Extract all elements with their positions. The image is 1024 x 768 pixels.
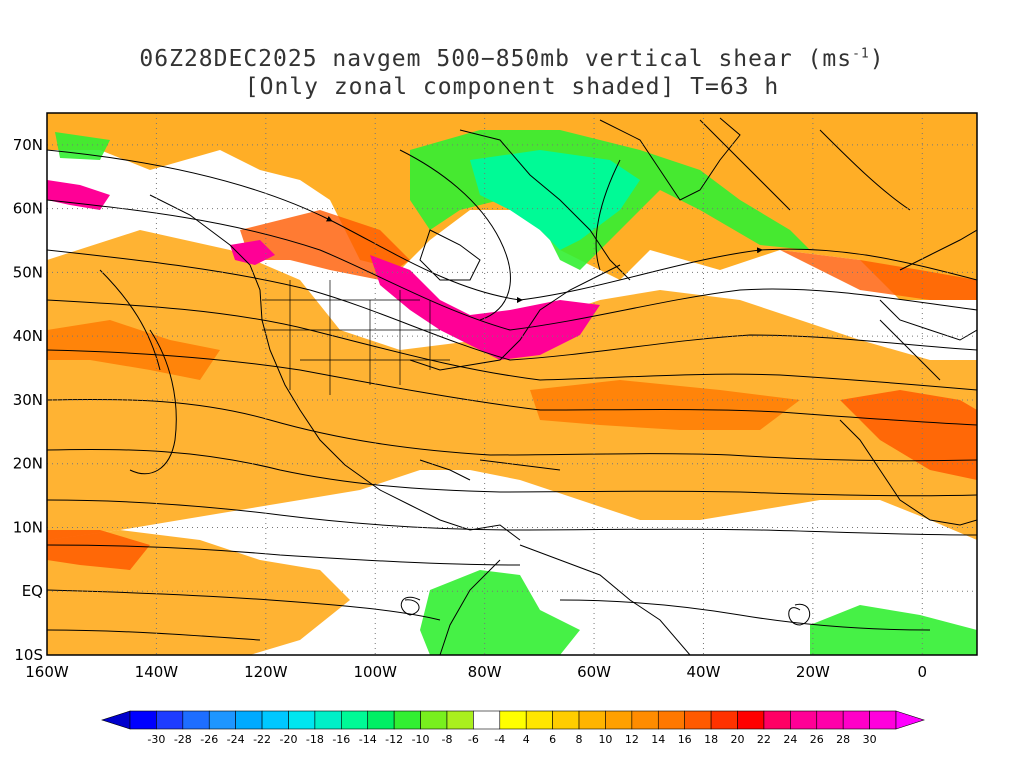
colorbar-swatch [869,710,897,730]
lat-label: 50N [13,263,43,281]
streamlines [47,119,977,641]
colorbar-over-arrow [895,710,925,730]
colorbar-label: -10 [412,733,430,746]
colorbar-label: 10 [598,733,612,746]
colorbar-swatch [605,710,633,730]
colorbar-label: -30 [147,733,165,746]
colorbar-under-arrow [101,710,131,730]
colorbar-label: -14 [359,733,377,746]
colorbar-swatch [341,710,369,730]
colorbar-swatch [684,710,712,730]
lat-label: 10N [13,518,43,536]
lat-label: 20N [13,455,43,473]
colorbar-swatch [473,710,501,730]
colorbar-swatch [182,710,210,730]
colorbar-label: -28 [174,733,192,746]
colorbar-swatch [710,710,738,730]
colorbar-label: -16 [332,733,350,746]
latitude-labels: 70N 60N 50N 40N 30N 20N 10N EQ 10S [13,136,43,664]
lat-label: 40N [13,327,43,345]
colorbar-label: -18 [306,733,324,746]
colorbar-swatch [208,710,236,730]
colorbar-label: -24 [227,733,245,746]
chart-title-line1: 06Z28DEC2025 navgem 500−850mb vertical s… [139,46,885,72]
lon-label: 160W [25,663,69,681]
colorbar-swatch [631,710,659,730]
lon-label: 20W [796,663,830,681]
colorbar-label: 4 [523,733,530,746]
colorbar-label: 30 [863,733,877,746]
colorbar-label: -12 [385,733,403,746]
colorbar-swatch [552,710,580,730]
colorbar-label: 6 [549,733,556,746]
colorbar-label: 18 [704,733,718,746]
colorbar-label: 28 [836,733,850,746]
colorbar-swatch [288,710,316,730]
lon-label: 100W [354,663,398,681]
lat-label: 60N [13,200,43,218]
colorbar: -30 -28 -26 -24 -22 -20 -18 -16 -14 -12 -10 -8 -6 -4 4… [101,710,925,746]
colorbar-swatch [499,710,527,730]
lon-label: 140W [135,663,179,681]
colorbar-swatch [314,710,342,730]
lat-label: 70N [13,136,43,154]
colorbar-label: 8 [576,733,583,746]
lon-label: 60W [577,663,611,681]
lat-label: 10S [14,646,43,664]
lon-label: 40W [687,663,721,681]
gridlines [47,113,977,655]
lat-label: EQ [22,582,43,600]
chart-title-line2: [Only zonal component shaded] T=63 h [244,74,780,100]
colorbar-label: -26 [200,733,218,746]
colorbar-swatch [763,710,791,730]
map-frame [46,112,978,656]
lon-label: 0 [918,663,928,681]
colorbar-label: 20 [731,733,745,746]
colorbar-swatch [261,710,289,730]
lon-label: 120W [244,663,288,681]
colorbar-label: 14 [651,733,665,746]
colorbar-swatch [525,710,553,730]
colorbar-swatch [393,710,421,730]
colorbar-swatch [842,710,870,730]
longitude-labels: 160W 140W 120W 100W 80W 60W 40W 20W 0 [25,663,927,681]
colorbar-swatch [816,710,844,730]
lon-label: 80W [468,663,502,681]
colorbar-swatch [156,710,184,730]
colorbar-label: 24 [783,733,797,746]
colorbar-swatch [578,710,606,730]
colorbar-label: 16 [678,733,692,746]
colorbar-swatch [446,710,474,730]
colorbar-label: -8 [441,733,452,746]
colorbar-swatch [790,710,818,730]
lat-label: 30N [13,391,43,409]
colorbar-label: -20 [279,733,297,746]
colorbar-swatch [129,710,157,730]
colorbar-swatch [657,710,685,730]
colorbar-label: 26 [810,733,824,746]
colorbar-swatch [367,710,395,730]
colorbar-label: -22 [253,733,271,746]
colorbar-swatch [737,710,765,730]
colorbar-label: 12 [625,733,639,746]
colorbar-label: 22 [757,733,771,746]
colorbar-label: -6 [468,733,479,746]
colorbar-swatch [420,710,448,730]
colorbar-label: -4 [494,733,505,746]
colorbar-swatch [235,710,263,730]
